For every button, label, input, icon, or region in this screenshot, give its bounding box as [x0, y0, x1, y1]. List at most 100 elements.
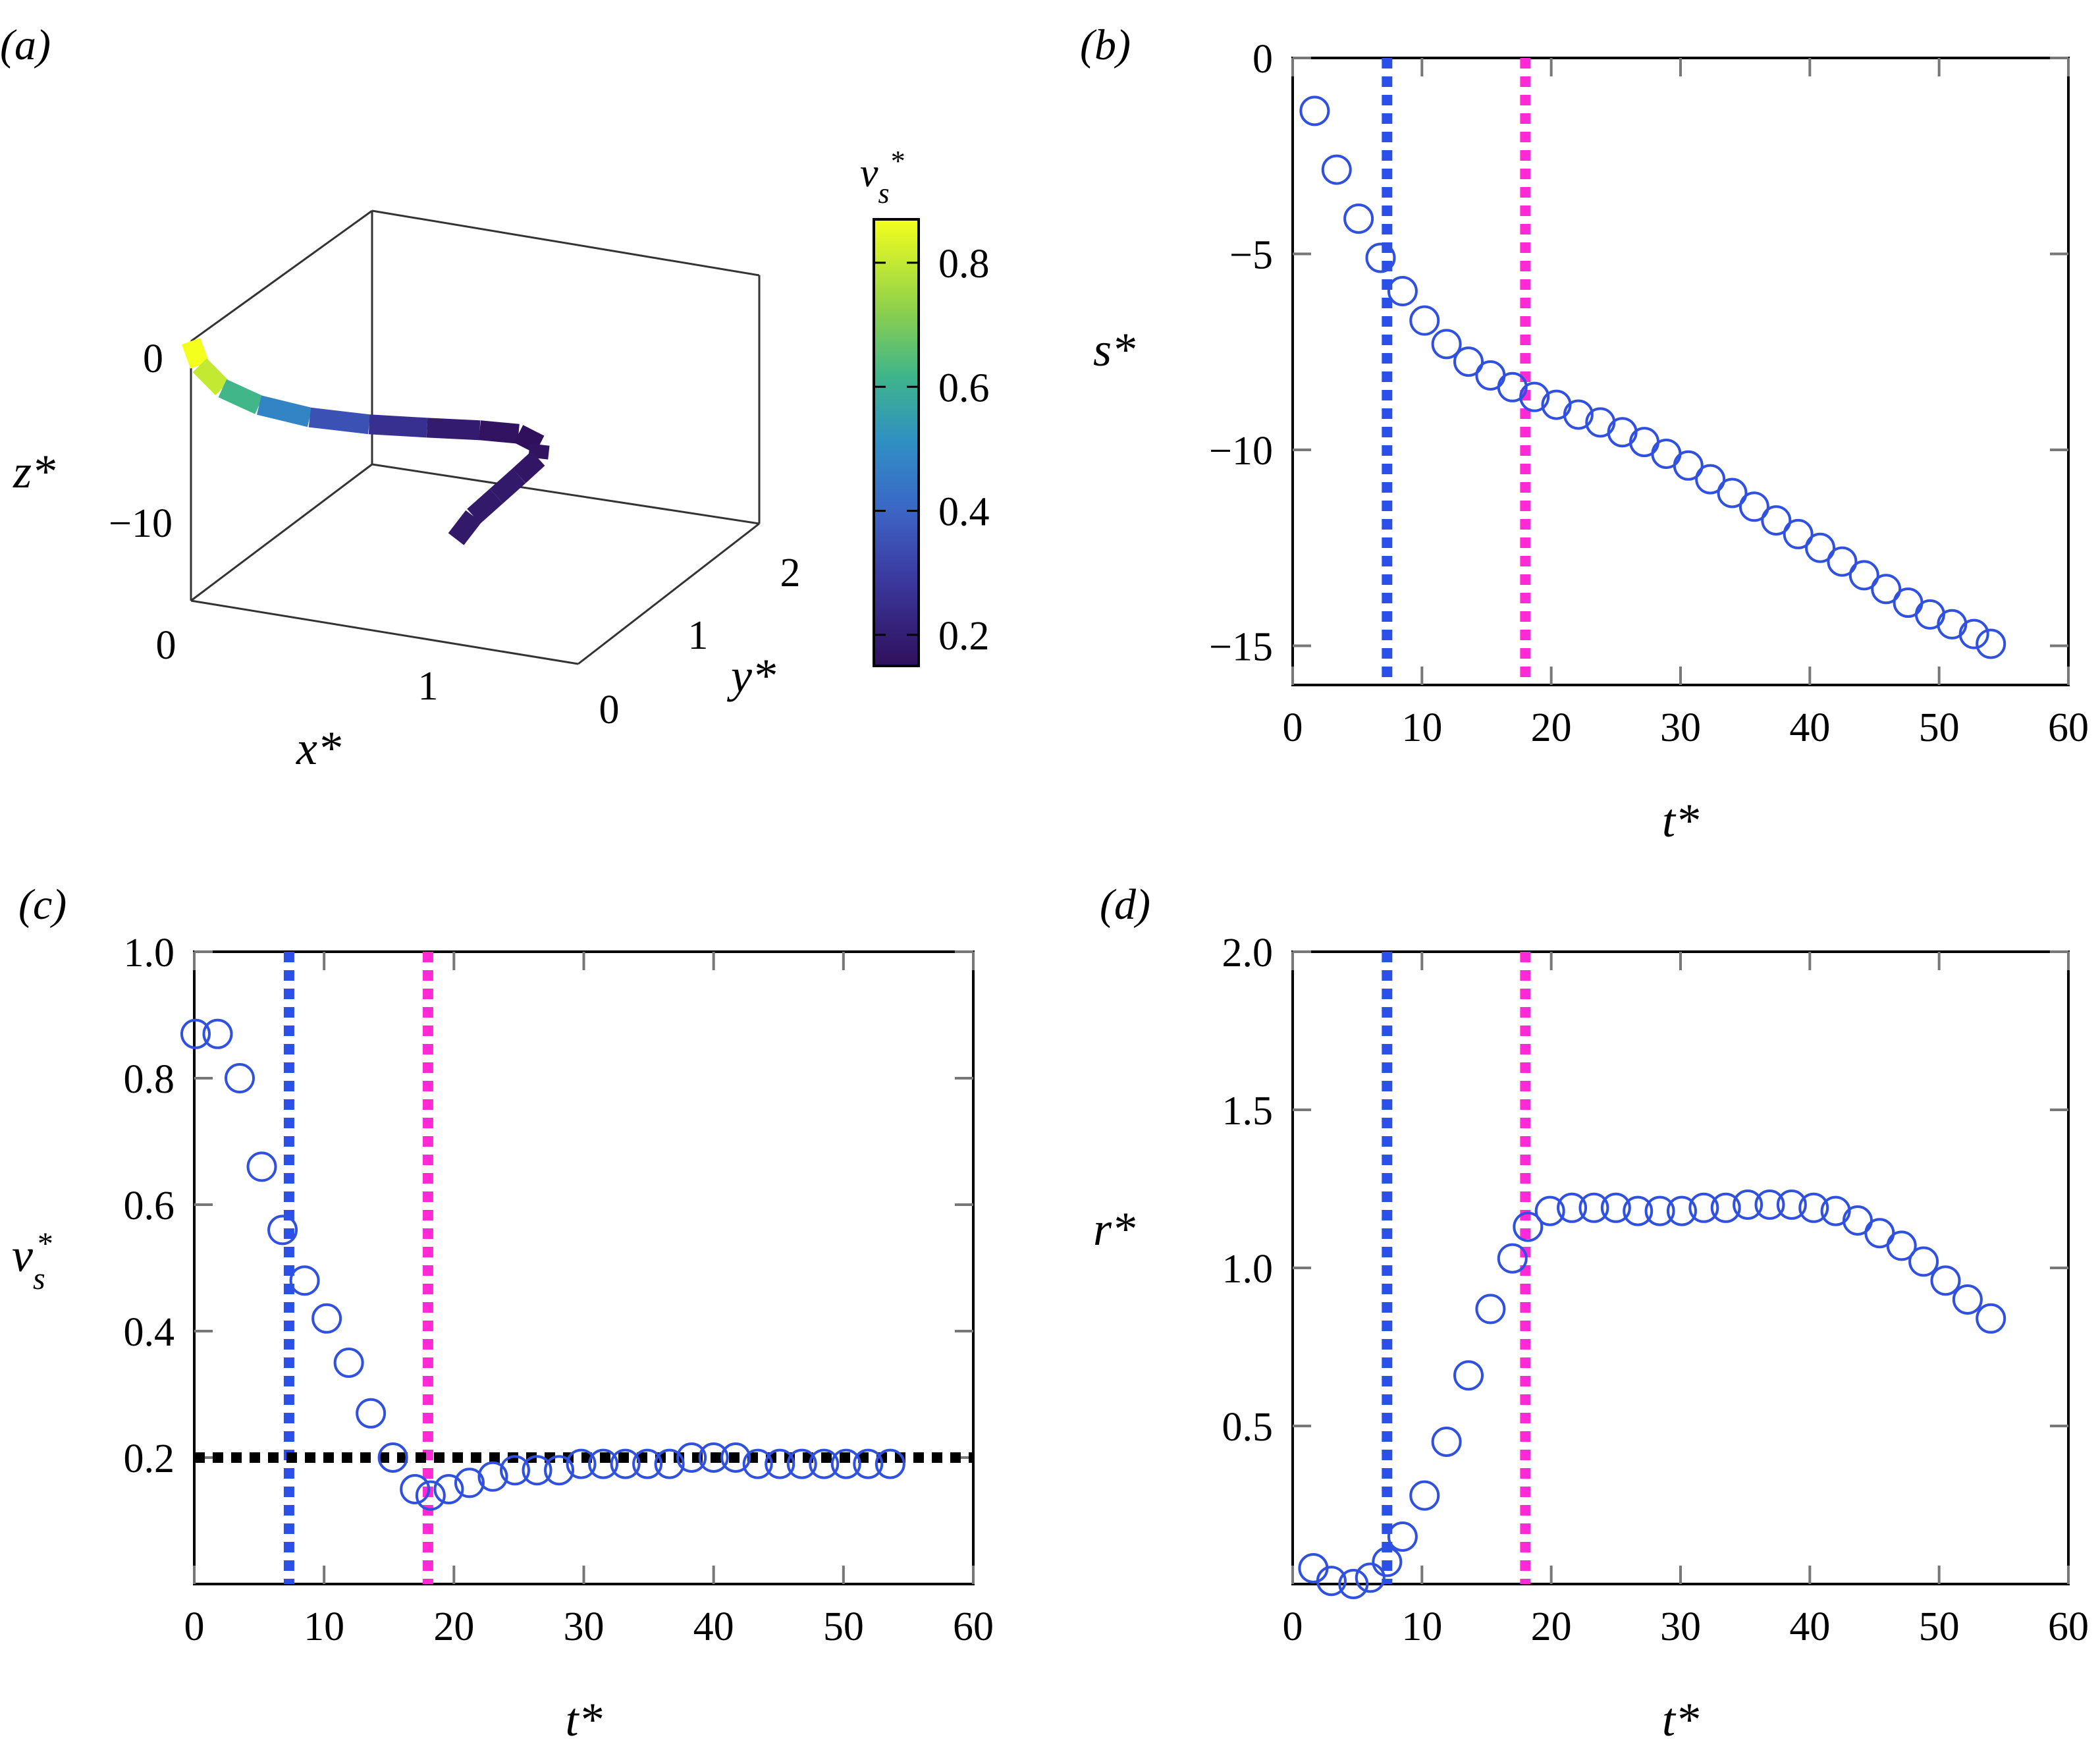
axis-tick-label-a: 1 [418, 664, 439, 709]
data-point [1431, 1427, 1462, 1457]
colorbar-ticks: 0.2 0.4 0.6 0.8 [874, 242, 990, 659]
data-point [1316, 1566, 1347, 1597]
data-point [588, 1448, 619, 1479]
data-point [1710, 1192, 1741, 1223]
data-point [1848, 560, 1879, 591]
y-tick-label: 1.0 [124, 931, 175, 975]
trajectory-segment [257, 395, 312, 427]
data-point [1754, 1190, 1785, 1220]
y-tick-label: 2.0 [1222, 931, 1274, 975]
data-point [1387, 276, 1418, 307]
box-edge [190, 463, 373, 602]
axis-tick-label-a: 2 [780, 551, 801, 595]
data-point [1519, 381, 1550, 412]
axis-tick-label-a: 0 [599, 688, 620, 732]
trajectory-segment [514, 425, 545, 454]
x-tick-label: 0 [1283, 705, 1303, 750]
data-point [765, 1448, 795, 1479]
data-point [1475, 1294, 1506, 1325]
x-tick-label: 0 [184, 1604, 205, 1649]
data-point [610, 1448, 641, 1479]
x-tick-label: 50 [1919, 705, 1960, 750]
trajectory-segment [308, 407, 371, 435]
trajectory-segment [192, 358, 230, 396]
data-point [1688, 1192, 1719, 1223]
data-point [1805, 532, 1836, 563]
data-point [720, 1442, 751, 1473]
data-point [289, 1265, 320, 1296]
data-point [1958, 618, 1989, 649]
data-point [676, 1442, 707, 1473]
data-point [433, 1474, 464, 1504]
panel-d-label: (d) [1100, 881, 1150, 929]
x-tick-label: 50 [1919, 1604, 1960, 1649]
data-point [1563, 399, 1594, 430]
data-point [1820, 1195, 1851, 1226]
trajectory-segment [528, 443, 550, 460]
data-point [1952, 1284, 1983, 1315]
y-tick-label: 0.8 [124, 1057, 175, 1102]
data-point [377, 1442, 408, 1473]
data-point [356, 1398, 387, 1429]
data-point [830, 1448, 861, 1479]
data-point [1976, 628, 2006, 659]
box-edge [578, 522, 760, 665]
data-point [1666, 1195, 1697, 1226]
data-point [1717, 478, 1748, 508]
data-point [311, 1303, 342, 1334]
data-point [1409, 305, 1440, 336]
data-point [400, 1474, 431, 1504]
y-tick-label: −15 [1209, 625, 1273, 670]
x-tick-label: 30 [1660, 1604, 1701, 1649]
panel-d-r-vs-t: (d) 0 10 20 30 40 50 60 0.5 1.0 1.5 2.0 t* r* [1093, 881, 2089, 1746]
x-axis-label-b: t* [1662, 794, 1699, 847]
plot-frame-b [1291, 57, 2070, 686]
y-axis-label-c: vs* [12, 1226, 52, 1296]
trajectory-segment [467, 488, 503, 524]
data-point [786, 1448, 817, 1479]
trajectory-segment [448, 510, 482, 545]
data-point [477, 1461, 508, 1492]
data-point [1695, 464, 1726, 495]
data-point [1937, 609, 1968, 640]
data-point [1298, 1553, 1329, 1583]
trajectory-segment [368, 414, 428, 438]
data-point [246, 1151, 277, 1182]
x-tick-label: 40 [1789, 705, 1830, 750]
data-point [1431, 329, 1462, 360]
trajectory-segment [181, 337, 209, 369]
box-edge [371, 209, 760, 277]
x-tick-label: 40 [1789, 1604, 1830, 1649]
x-axis-label-d: t* [1662, 1693, 1699, 1746]
colorbar-tick-label: 0.2 [938, 614, 990, 659]
y-axis-label-a: y* [726, 649, 776, 702]
y-tick-label: 0.4 [124, 1310, 175, 1355]
trajectory-segment [218, 379, 263, 414]
data-point [1733, 1190, 1763, 1220]
y-tick-label: 0.5 [1222, 1405, 1274, 1450]
data-point [522, 1455, 552, 1486]
colorbar-tick-label: 0.4 [938, 490, 990, 535]
data-point [1976, 1303, 2006, 1334]
data-point [1365, 242, 1396, 273]
x-tick-label: 20 [1531, 1604, 1572, 1649]
box-edge [190, 599, 579, 665]
data-point [202, 1018, 233, 1049]
data-point [1453, 1360, 1484, 1391]
data-point [1372, 1547, 1403, 1577]
data-point [1738, 491, 1769, 522]
data-point [1761, 505, 1792, 536]
data-point [454, 1467, 485, 1498]
data-point [1343, 203, 1374, 234]
colorbar-gradient [873, 218, 920, 667]
trajectory-segment [479, 420, 520, 444]
data-point [1299, 96, 1330, 126]
data-point [566, 1448, 597, 1479]
panel-a-tick-labels: 0 1 0 1 2 0 −10 [109, 337, 800, 732]
data-point [1914, 599, 1945, 630]
box-edge [190, 209, 373, 342]
x-tick-label: 30 [564, 1604, 605, 1649]
data-point [875, 1448, 905, 1479]
x-tick-label: 50 [823, 1604, 864, 1649]
